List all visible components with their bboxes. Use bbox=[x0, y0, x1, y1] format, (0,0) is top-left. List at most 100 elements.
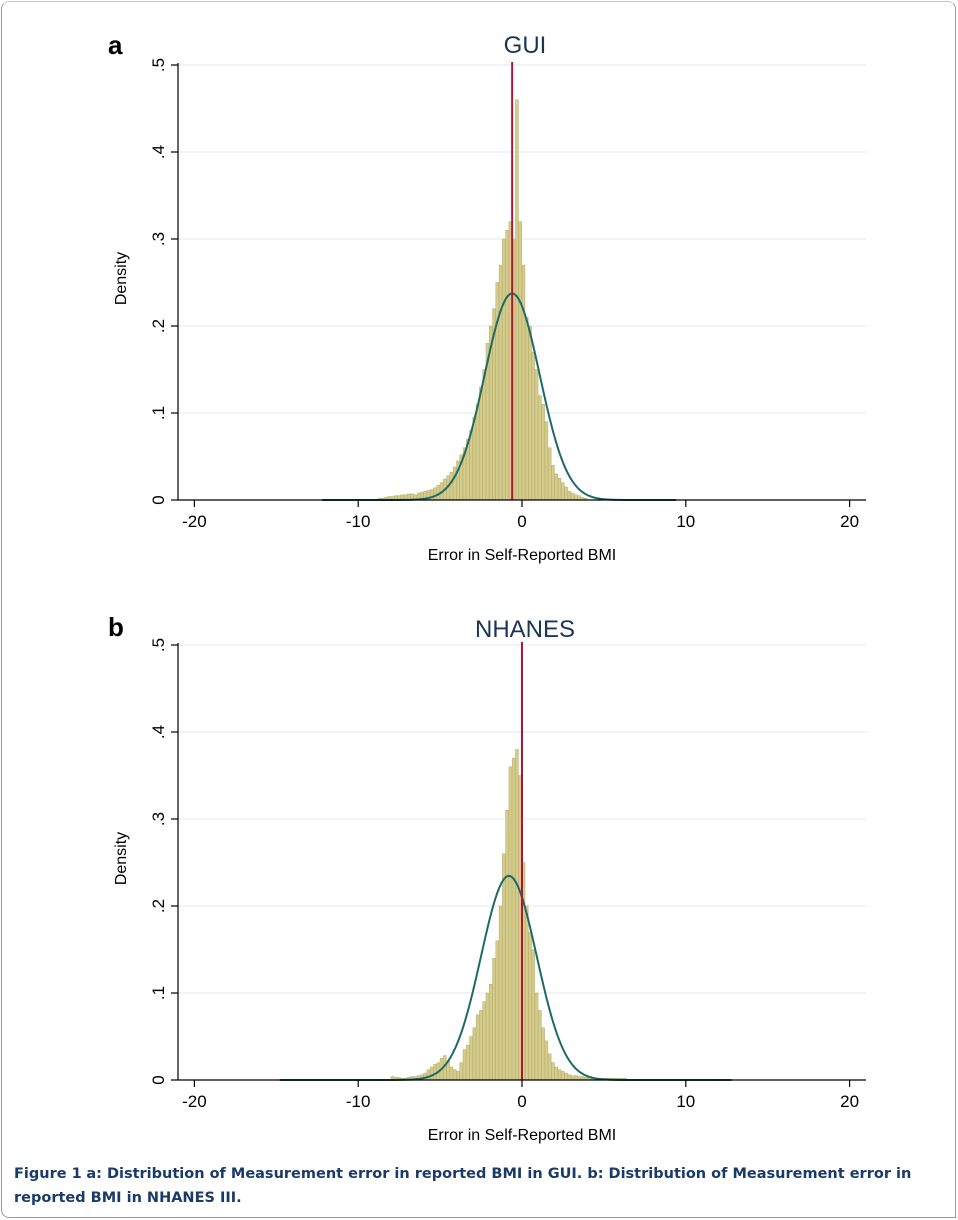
histogram-bar bbox=[485, 992, 490, 1081]
y-tick-label: 0 bbox=[149, 495, 168, 504]
histogram-bar bbox=[544, 421, 549, 501]
y-tick-label: .3 bbox=[149, 812, 168, 826]
histogram-bar bbox=[567, 491, 572, 501]
y-tick-label: .1 bbox=[149, 406, 168, 420]
chart-title-gui: GUI bbox=[503, 32, 547, 59]
histogram-bar bbox=[452, 466, 457, 501]
histogram-bar bbox=[492, 957, 496, 1081]
histogram-bar bbox=[511, 757, 516, 1081]
x-tick-label: 0 bbox=[517, 1092, 526, 1111]
y-axis-label: Density bbox=[113, 252, 130, 305]
histogram-bar bbox=[452, 1069, 457, 1081]
histogram-bar bbox=[469, 430, 473, 501]
histogram-bar bbox=[554, 1066, 558, 1081]
panel-b: 0 .1 .2 .3 .4 .5 -20 -10 0 10 20 Error in Self-Repo… bbox=[0, 580, 958, 1180]
histogram-bar bbox=[547, 447, 552, 501]
y-tick-label: .2 bbox=[149, 899, 168, 913]
histogram-bar bbox=[521, 264, 526, 501]
histogram-bar bbox=[557, 1069, 562, 1081]
histogram-bar bbox=[538, 1010, 542, 1081]
histogram-bar bbox=[564, 486, 568, 501]
histogram-bar bbox=[577, 495, 581, 501]
histogram-bar bbox=[498, 264, 503, 501]
y-tick-label: .4 bbox=[149, 145, 168, 159]
histogram-bar bbox=[488, 984, 493, 1081]
histogram-bar bbox=[426, 1069, 431, 1081]
x-tick-label: 10 bbox=[676, 1092, 695, 1111]
histogram-bar bbox=[531, 949, 536, 1081]
histogram-bar bbox=[456, 1071, 460, 1081]
histogram-bar bbox=[515, 749, 519, 1081]
x-tick-label: 0 bbox=[517, 512, 526, 531]
histogram-bar bbox=[498, 905, 503, 1081]
x-tick-label: 20 bbox=[840, 1092, 859, 1111]
histogram-bar bbox=[459, 1062, 463, 1081]
caption-text: a: Distribution of Measurement error in … bbox=[14, 1166, 912, 1206]
histogram-bar bbox=[502, 238, 506, 501]
histogram-bar bbox=[505, 810, 509, 1081]
x-tick-label: -10 bbox=[346, 1092, 371, 1111]
histogram-bar bbox=[570, 1075, 575, 1081]
x-tick-label: 10 bbox=[676, 512, 695, 531]
histogram-chart-gui: 0 .1 .2 .3 .4 .5 -20 -10 0 10 20 Error in Self-Repo… bbox=[113, 58, 866, 564]
x-tick-label: -20 bbox=[182, 512, 207, 531]
histogram-bar bbox=[544, 1040, 549, 1081]
histogram-bar bbox=[541, 1027, 545, 1081]
panel-letter-a: a bbox=[108, 30, 123, 60]
histogram-bar bbox=[538, 395, 542, 501]
histogram-bar bbox=[547, 1053, 552, 1081]
histogram-bar bbox=[469, 1036, 473, 1081]
y-tick-label: .2 bbox=[149, 319, 168, 333]
histogram-bar bbox=[567, 1074, 572, 1081]
histogram-bar bbox=[534, 369, 539, 501]
y-tick-label: .4 bbox=[149, 725, 168, 739]
histogram-bar bbox=[479, 386, 483, 501]
histogram-bar bbox=[482, 369, 486, 501]
x-tick-label: -10 bbox=[346, 512, 371, 531]
histogram-bar bbox=[528, 325, 532, 501]
histogram-bar bbox=[534, 992, 539, 1081]
x-tick-label: 20 bbox=[840, 512, 859, 531]
histogram-bar bbox=[541, 404, 545, 501]
histogram-bar bbox=[466, 1044, 470, 1081]
histogram-bar bbox=[557, 478, 562, 501]
figure-caption: Figure 1 a: Distribution of Measurement … bbox=[14, 1162, 934, 1210]
y-tick-label: 0 bbox=[149, 1075, 168, 1084]
y-tick-label: .3 bbox=[149, 232, 168, 246]
y-axis-label: Density bbox=[113, 832, 130, 885]
histogram-bar bbox=[472, 1027, 477, 1081]
histogram-bar bbox=[574, 1075, 578, 1081]
histogram-bar bbox=[531, 351, 536, 501]
histogram-bar bbox=[528, 931, 532, 1081]
histogram-bar bbox=[462, 1049, 467, 1081]
histogram-bar bbox=[495, 940, 500, 1081]
histogram-bar bbox=[475, 404, 480, 501]
histogram-bar bbox=[525, 317, 529, 501]
y-tick-label: .5 bbox=[149, 58, 168, 72]
histogram-bar bbox=[505, 230, 509, 501]
histogram-bar bbox=[561, 482, 565, 501]
histogram-bar bbox=[482, 1001, 486, 1081]
x-tick-label: -20 bbox=[182, 1092, 207, 1111]
histogram-bar bbox=[472, 417, 477, 501]
histogram-bar bbox=[430, 1066, 434, 1081]
panel-a: 0 .1 .2 .3 .4 .5 -20 -10 0 10 20 Error in Self-Repo… bbox=[0, 0, 958, 600]
chart-title-nhanes: NHANES bbox=[474, 616, 576, 643]
histogram-bar bbox=[570, 492, 575, 501]
histogram-bar bbox=[449, 1066, 454, 1081]
x-axis-label: Error in Self-Reported BMI bbox=[428, 547, 617, 564]
x-axis-label: Error in Self-Reported BMI bbox=[428, 1127, 617, 1144]
histogram-bar bbox=[574, 494, 578, 501]
histogram-bar bbox=[551, 464, 555, 501]
histogram-bar bbox=[433, 487, 437, 501]
histogram-chart-nhanes: 0 .1 .2 .3 .4 .5 -20 -10 0 10 20 Error in Self-Repo… bbox=[113, 638, 866, 1144]
histogram-bar bbox=[518, 221, 522, 501]
histogram-bar bbox=[551, 1062, 555, 1081]
y-tick-label: .1 bbox=[149, 986, 168, 1000]
histogram-bar bbox=[502, 853, 506, 1081]
panel-letter-b: b bbox=[108, 612, 124, 642]
histogram-bar bbox=[479, 1010, 483, 1081]
histogram-bar bbox=[525, 905, 529, 1081]
y-tick-label: .5 bbox=[149, 638, 168, 652]
